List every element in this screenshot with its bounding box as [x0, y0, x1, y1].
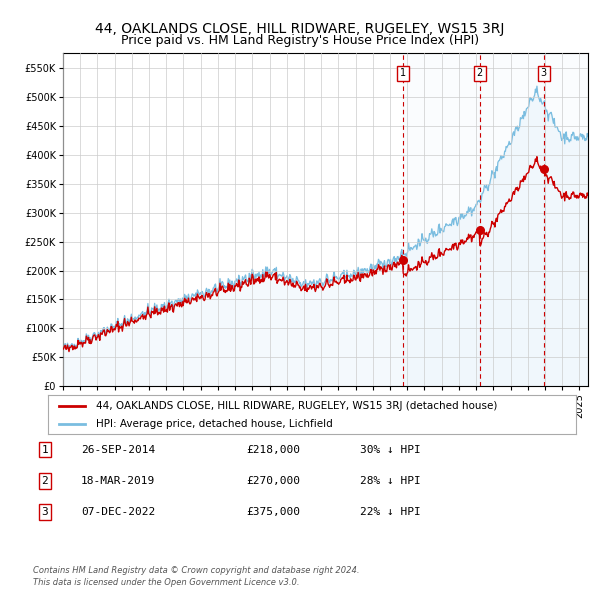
Text: 26-SEP-2014: 26-SEP-2014 — [81, 445, 155, 454]
Text: £218,000: £218,000 — [246, 445, 300, 454]
Text: Price paid vs. HM Land Registry's House Price Index (HPI): Price paid vs. HM Land Registry's House … — [121, 34, 479, 47]
Text: 1: 1 — [41, 445, 49, 454]
Text: 3: 3 — [41, 507, 49, 517]
Text: 2: 2 — [476, 68, 483, 78]
Text: £270,000: £270,000 — [246, 476, 300, 486]
Text: Contains HM Land Registry data © Crown copyright and database right 2024.
This d: Contains HM Land Registry data © Crown c… — [33, 566, 359, 587]
Text: 44, OAKLANDS CLOSE, HILL RIDWARE, RUGELEY, WS15 3RJ: 44, OAKLANDS CLOSE, HILL RIDWARE, RUGELE… — [95, 22, 505, 37]
Text: £375,000: £375,000 — [246, 507, 300, 517]
Text: HPI: Average price, detached house, Lichfield: HPI: Average price, detached house, Lich… — [95, 419, 332, 429]
Text: 2: 2 — [41, 476, 49, 486]
Text: 28% ↓ HPI: 28% ↓ HPI — [360, 476, 421, 486]
Bar — [544, 53, 588, 386]
Bar — [480, 53, 544, 386]
Text: 44, OAKLANDS CLOSE, HILL RIDWARE, RUGELEY, WS15 3RJ (detached house): 44, OAKLANDS CLOSE, HILL RIDWARE, RUGELE… — [95, 401, 497, 411]
Text: 3: 3 — [541, 68, 547, 78]
Text: 18-MAR-2019: 18-MAR-2019 — [81, 476, 155, 486]
Text: 1: 1 — [400, 68, 406, 78]
Text: 07-DEC-2022: 07-DEC-2022 — [81, 507, 155, 517]
Text: 30% ↓ HPI: 30% ↓ HPI — [360, 445, 421, 454]
Bar — [403, 53, 480, 386]
Text: 22% ↓ HPI: 22% ↓ HPI — [360, 507, 421, 517]
